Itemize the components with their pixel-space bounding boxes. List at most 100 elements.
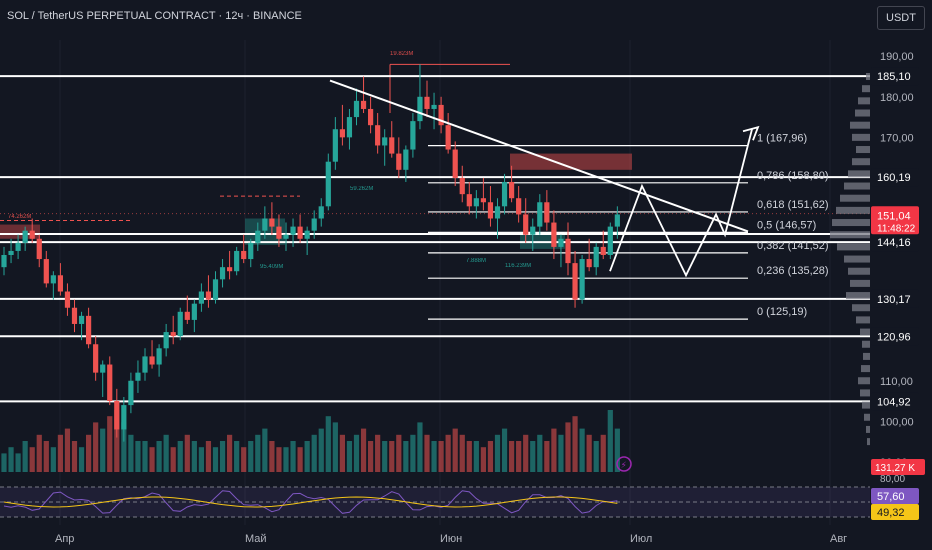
volume-bar <box>459 434 465 472</box>
volume-bar <box>269 441 275 472</box>
profile-bar <box>852 133 870 141</box>
volume-bar <box>142 441 148 472</box>
volume-bar <box>212 447 219 472</box>
volume-bar <box>325 416 331 472</box>
candle-body <box>86 315 92 345</box>
countdown-tag: 11:48:22 <box>877 223 916 234</box>
level-tag: 104,92 <box>877 396 911 408</box>
volume-annotation: 95.409M <box>260 264 283 270</box>
candle-body <box>339 129 345 138</box>
profile-bar <box>844 182 870 190</box>
level-tag-bg <box>871 327 919 346</box>
volume-bar <box>410 434 416 472</box>
profile-bar <box>844 255 870 263</box>
candle-body <box>368 108 374 126</box>
candle-body <box>29 230 35 239</box>
price-tick: 180,00 <box>880 92 914 104</box>
volume-bar <box>396 434 402 472</box>
alert-icon <box>616 456 632 472</box>
projection-arrow-head <box>742 125 760 141</box>
candle-body <box>177 311 183 337</box>
volume-bar <box>530 441 536 472</box>
volume-bar <box>445 434 451 472</box>
volume-tag: 131,27 K <box>875 463 915 474</box>
volume-bar <box>156 441 162 472</box>
volume-bar <box>163 434 169 472</box>
profile-bar <box>836 206 870 214</box>
volume-bar <box>523 434 529 472</box>
volume-bar <box>607 410 613 472</box>
volume-bar <box>22 441 28 472</box>
price-tick: 100,00 <box>880 416 914 428</box>
alert-icon-glyph: ⚡ <box>621 460 627 470</box>
volume-bar <box>360 428 367 472</box>
volume-bar <box>438 441 444 472</box>
volume-bar <box>544 441 550 472</box>
candle-body <box>163 332 169 349</box>
candle-body <box>234 250 240 272</box>
profile-bar <box>850 279 870 287</box>
level-tag: 160,19 <box>877 172 911 184</box>
candle-body <box>71 307 78 324</box>
volume-annotation: 59.262M <box>350 186 373 192</box>
volume-bar <box>93 422 99 472</box>
candle-body <box>579 259 585 300</box>
candle-body <box>516 198 522 215</box>
level-tag: 120,96 <box>877 331 911 343</box>
candle-body <box>184 311 190 320</box>
candle-body <box>219 267 226 280</box>
volume-bar <box>579 428 585 472</box>
volume-bar <box>389 441 395 472</box>
volume-bar <box>283 447 289 472</box>
volume-bar <box>558 434 564 472</box>
candle-body <box>156 348 162 365</box>
volume-bar <box>86 434 92 472</box>
time-axis: Апр Май Июн Июл Авг <box>55 533 847 545</box>
volume-bar <box>431 441 437 472</box>
volume-bar <box>128 434 134 472</box>
rsi-tag: 57,60 <box>877 491 905 503</box>
volume-bar <box>417 422 423 472</box>
rsi-ma-tag: 49,32 <box>877 507 905 519</box>
volume-bar <box>494 434 501 472</box>
current-price-tag: 151,04 <box>877 210 911 222</box>
volume-bar <box>473 441 479 472</box>
candle-body <box>473 198 479 207</box>
volume-bar <box>78 447 85 472</box>
volume-bar <box>64 428 71 472</box>
profile-bar <box>864 413 870 421</box>
volume-bar <box>276 447 282 472</box>
candle-body <box>614 214 620 227</box>
time-tick: Авг <box>830 533 847 545</box>
candle-body <box>93 344 99 373</box>
candle-body <box>283 234 289 239</box>
volume-bar <box>15 453 21 472</box>
candle-body <box>1 255 7 268</box>
candle-body <box>382 137 388 146</box>
profile-bar <box>848 170 870 178</box>
volume-bar <box>304 441 310 472</box>
volume-bar <box>255 434 261 472</box>
candle-body <box>107 364 113 402</box>
candle-body <box>248 242 254 260</box>
price-tick: 110,00 <box>880 376 913 388</box>
zones: 19.823M 74.262M 59.262M 95.409M 7.888M 116.23… <box>0 51 870 270</box>
volume-bar <box>487 441 494 472</box>
candle-body <box>191 303 197 320</box>
currency-selector[interactable]: USDT <box>877 6 925 30</box>
level-tag-bg <box>871 233 919 252</box>
volume-bar <box>565 422 571 472</box>
candle-body <box>459 177 465 195</box>
volume-bar <box>452 428 458 472</box>
volume-bar <box>466 441 472 472</box>
volume-bar <box>537 434 543 472</box>
candle-body <box>212 279 219 300</box>
price-axis: 190,00180,00170,00110,00100,0090,00185,1… <box>871 51 925 520</box>
candle-body <box>332 129 338 162</box>
profile-bar <box>862 85 870 93</box>
profile-bar <box>866 73 870 81</box>
fib-label: 1 (167,96) <box>757 133 807 145</box>
volume-bar <box>241 447 247 472</box>
volume-tag-bg <box>871 459 925 475</box>
